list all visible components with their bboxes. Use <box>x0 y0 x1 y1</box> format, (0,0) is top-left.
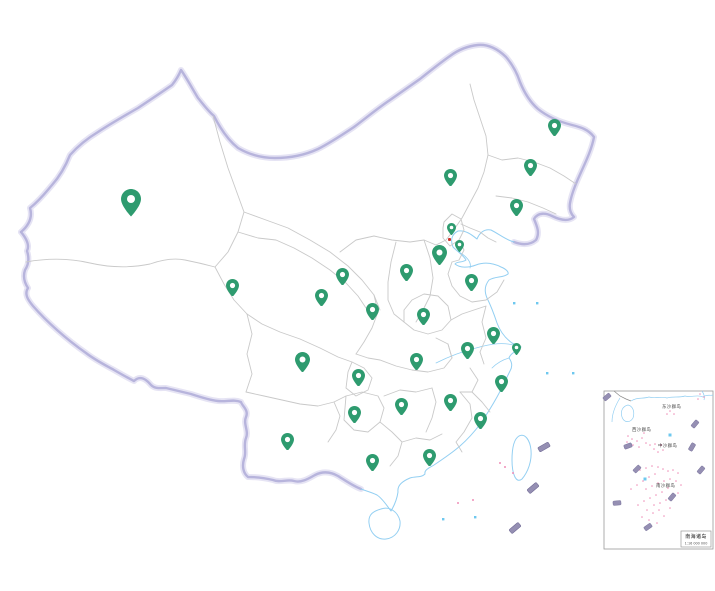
qiantang-river <box>491 357 510 369</box>
location-pin-icon-liaoning[interactable] <box>509 198 523 217</box>
location-pin-icon-chongqing[interactable] <box>351 368 365 387</box>
location-pin-icon-hebei[interactable] <box>431 244 447 266</box>
location-pin-icon-jilin[interactable] <box>523 158 537 177</box>
coastline <box>360 229 532 540</box>
location-pin-icon-ningxia[interactable] <box>335 267 349 286</box>
inset-title: 南海诸岛 <box>685 533 707 540</box>
location-pin-icon-shanxi[interactable] <box>399 263 413 282</box>
location-pin-icon-tianjin[interactable] <box>454 239 464 252</box>
inset-dash-segments <box>602 392 706 531</box>
province-borders <box>25 83 577 467</box>
location-pin-icon-guizhou[interactable] <box>347 405 361 424</box>
location-pin-icon-anhui[interactable] <box>460 341 474 360</box>
location-pin-icon-sichuan[interactable] <box>294 351 310 373</box>
inset-scale: 1:16 000 000 <box>685 542 708 546</box>
location-pin-icon-xinjiang[interactable] <box>121 189 141 217</box>
taiwan-island <box>511 434 532 481</box>
location-pin-icon-heilongjiang[interactable] <box>547 118 561 137</box>
location-pin-icon-guangxi[interactable] <box>365 453 379 472</box>
national-boundary <box>19 43 596 491</box>
hai-river <box>458 251 471 269</box>
location-pin-icon-hunan[interactable] <box>394 397 408 416</box>
dongsha-label: 东沙群岛 <box>662 403 681 410</box>
sea-island-dots <box>442 302 575 521</box>
location-pin-icon-jiangxi[interactable] <box>443 393 457 412</box>
nine-dash-line <box>509 442 551 534</box>
zhongsha-label: 中沙群岛 <box>658 442 677 449</box>
yangtze-river <box>435 343 522 364</box>
location-pin-icon-qinghai[interactable] <box>225 278 239 297</box>
location-pin-icon-fujian[interactable] <box>473 411 487 430</box>
hainan-island <box>368 507 401 540</box>
location-pin-icon-yunnan[interactable] <box>280 432 294 451</box>
location-pin-icon-jiangsu[interactable] <box>486 326 500 345</box>
location-pin-icon-henan[interactable] <box>416 307 430 326</box>
inset-title-box <box>680 530 712 548</box>
location-pin-icon-zhejiang[interactable] <box>494 374 508 393</box>
location-pin-icon-shandong[interactable] <box>464 273 478 292</box>
south-china-sea-inset: 东沙群岛 西沙群岛 中沙群岛 南沙群岛 南海诸岛 1:16 000 000 <box>602 390 714 550</box>
location-pin-icon-beijing[interactable] <box>446 222 456 235</box>
location-pin-icon-shanghai[interactable] <box>511 342 521 355</box>
nansha-label: 南沙群岛 <box>656 482 675 489</box>
capital-star-icon <box>447 237 451 241</box>
location-pin-icon-shaanxi[interactable] <box>365 302 379 321</box>
location-pin-icon-gansu[interactable] <box>314 288 328 307</box>
location-pin-icon-inner-mongolia[interactable] <box>443 168 457 187</box>
xisha-label: 西沙群岛 <box>632 426 651 433</box>
location-pin-icon-hubei[interactable] <box>409 352 423 371</box>
inset-hainan-island <box>621 404 635 422</box>
location-pin-icon-guangdong[interactable] <box>422 448 436 467</box>
